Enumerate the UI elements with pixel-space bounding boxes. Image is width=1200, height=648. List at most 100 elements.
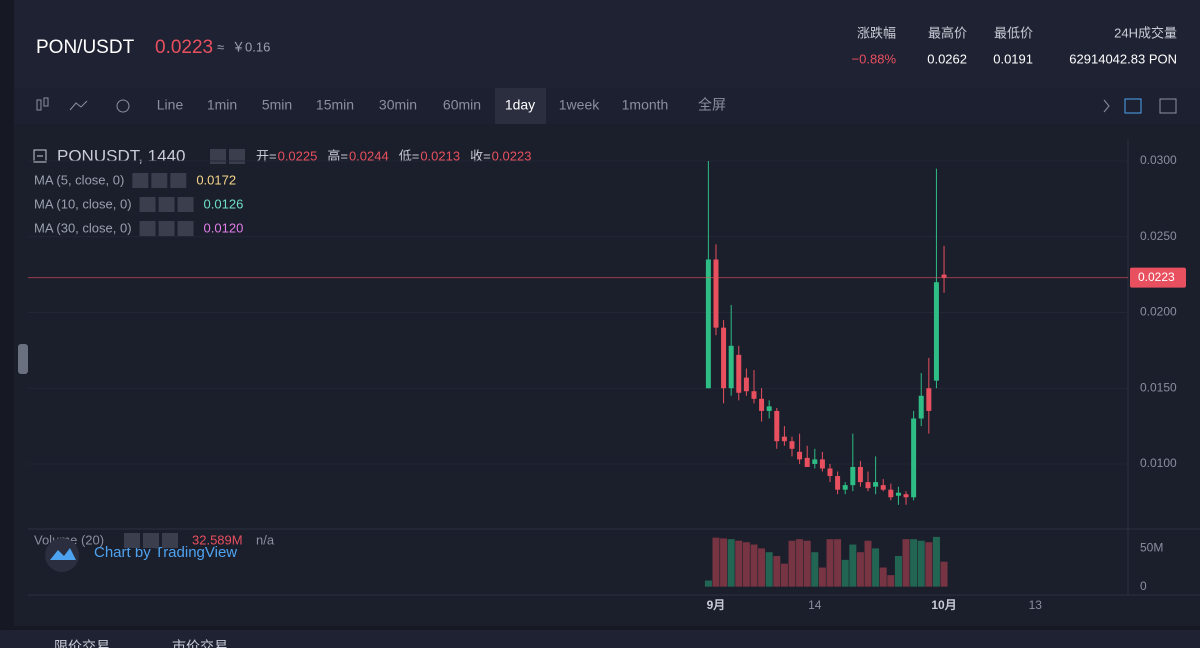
volume-bar xyxy=(879,567,887,587)
interval[interactable]: 1month xyxy=(622,97,669,113)
symbol: PONUSDT, 1440 xyxy=(57,146,186,165)
x-tick-label: 14 xyxy=(808,598,822,612)
interval[interactable]: 60min xyxy=(443,97,481,113)
ma-icon[interactable] xyxy=(177,197,194,212)
toolbar-icons[interactable] xyxy=(36,97,1177,114)
ma-icon[interactable] xyxy=(177,221,194,236)
candle-body xyxy=(812,459,818,464)
stat-value: 0.0191 xyxy=(993,51,1033,66)
candle-body xyxy=(895,492,901,496)
volume-bar xyxy=(910,539,918,587)
interval[interactable]: 30min xyxy=(379,97,417,113)
volume-bar xyxy=(750,544,758,587)
candle-body xyxy=(911,418,917,498)
volume-bar xyxy=(826,539,834,587)
candle-body xyxy=(789,441,795,449)
volume-bar xyxy=(917,540,925,587)
volume-bar xyxy=(773,556,781,587)
toolbar-bg xyxy=(14,88,1200,124)
candle-body xyxy=(880,485,886,490)
candle-body xyxy=(835,476,841,490)
volume-bar xyxy=(758,548,766,587)
volume-na: n/a xyxy=(256,532,275,547)
volume-icon[interactable] xyxy=(143,533,159,548)
candle-body xyxy=(743,377,749,392)
volume-bar xyxy=(925,542,933,587)
interval[interactable]: Line xyxy=(157,97,184,113)
volume-bar xyxy=(834,539,842,587)
candle-body xyxy=(888,489,894,498)
candle-body xyxy=(736,354,742,393)
interval[interactable]: 1week xyxy=(559,97,600,113)
collapse-icon[interactable] xyxy=(33,149,47,163)
candle-body xyxy=(705,259,711,389)
candle-body xyxy=(819,459,825,469)
x-tick-label: 13 xyxy=(1029,598,1043,612)
volume-bar xyxy=(872,548,880,587)
ma-icon[interactable] xyxy=(132,173,149,188)
settings-icon[interactable] xyxy=(229,149,245,164)
interval[interactable]: 5min xyxy=(262,97,292,113)
candle-body xyxy=(873,482,879,487)
stat-label: 涨跌幅 xyxy=(857,25,896,40)
stat-value: −0.88% xyxy=(852,51,897,66)
ma-icon[interactable] xyxy=(158,197,175,212)
volume-bar xyxy=(727,539,735,587)
volume-tick-label: 50M xyxy=(1140,541,1163,555)
ohlc-label: 低= xyxy=(399,148,420,163)
interval[interactable]: 全屏 xyxy=(698,97,726,113)
volume-bar xyxy=(735,540,743,587)
y-tick-label: 0.0150 xyxy=(1140,380,1177,394)
candle-body xyxy=(781,436,787,442)
y-tick-label: 0.0300 xyxy=(1140,153,1177,167)
volume-bar xyxy=(856,552,864,587)
ma-icon[interactable] xyxy=(139,221,156,236)
candle-body xyxy=(918,395,924,419)
interval[interactable]: 1min xyxy=(207,97,237,113)
ma-label: MA (10, close, 0) xyxy=(34,196,132,211)
ma-value: 0.0120 xyxy=(204,220,244,235)
watermark[interactable]: Chart by TradingView xyxy=(94,544,237,561)
volume-bar xyxy=(780,563,788,587)
watermark-icon xyxy=(50,548,76,560)
volume-bar xyxy=(887,575,895,587)
ohlc-value: 0.0223 xyxy=(492,148,532,163)
volume-icon[interactable] xyxy=(162,533,178,548)
ohlc-label: 高= xyxy=(327,148,348,163)
volume-bar xyxy=(796,539,804,587)
ma-icon[interactable] xyxy=(158,221,175,236)
cny-price: ￥0.16 xyxy=(232,39,270,54)
stat-label: 最低价 xyxy=(994,25,1033,40)
eye-icon[interactable] xyxy=(210,149,226,164)
ma-label: MA (30, close, 0) xyxy=(34,220,132,235)
candle-body xyxy=(751,391,757,399)
interval[interactable]: 1day xyxy=(505,97,535,113)
approx: ≈ xyxy=(217,39,224,54)
ma-icon[interactable] xyxy=(170,173,187,188)
price: 0.0223 xyxy=(155,37,213,58)
volume-bar xyxy=(704,580,712,587)
y-tick-label: 0.0200 xyxy=(1140,305,1177,319)
interval[interactable]: 15min xyxy=(316,97,354,113)
volume-icon[interactable] xyxy=(124,533,140,548)
stat-label: 最高价 xyxy=(928,25,967,40)
x-tick-label: 9月 xyxy=(707,598,726,612)
volume-bar xyxy=(818,567,826,587)
candle-body xyxy=(766,406,772,411)
candle-body xyxy=(850,466,856,486)
candle-body xyxy=(933,282,939,381)
side-toggle[interactable] xyxy=(18,344,28,374)
volume-tick-label: 0 xyxy=(1140,579,1147,593)
volume-bar xyxy=(902,539,910,587)
active-interval-bg xyxy=(495,88,546,124)
bottom-tab[interactable]: 市价交易 xyxy=(172,639,228,648)
pair: PON/USDT xyxy=(36,37,135,58)
candle-body xyxy=(721,327,727,389)
volume-bar xyxy=(841,559,849,587)
ma-icon[interactable] xyxy=(139,197,156,212)
bottom-tab[interactable]: 限价交易 xyxy=(54,639,110,648)
ohlc-label: 开= xyxy=(256,148,277,163)
candle-body xyxy=(926,388,932,411)
ma-icon[interactable] xyxy=(151,173,168,188)
